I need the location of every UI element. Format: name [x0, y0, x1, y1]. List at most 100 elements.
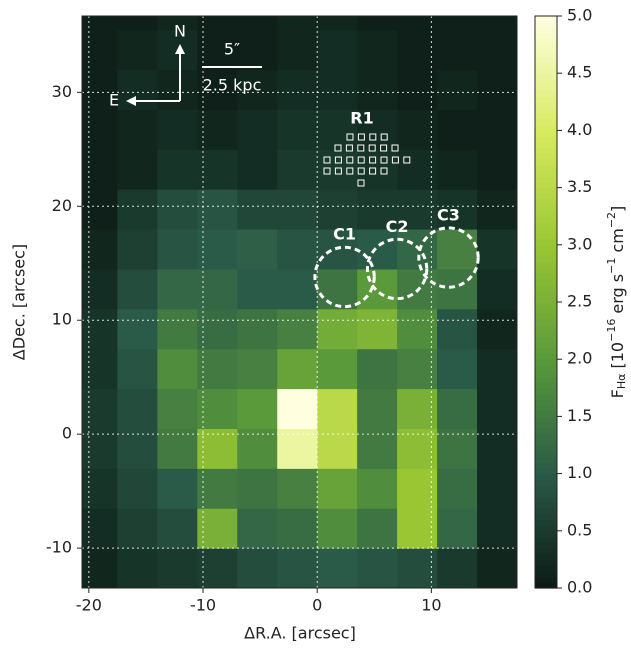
colorbar-step — [535, 21, 557, 29]
aperture — [357, 133, 365, 141]
cell — [197, 548, 238, 588]
colorbar-step — [535, 553, 557, 560]
aperture — [334, 156, 342, 164]
cell — [397, 548, 438, 588]
colorbar-step — [535, 496, 557, 503]
cell — [397, 508, 438, 549]
cell — [437, 548, 478, 588]
x-tick-label: 10 — [421, 596, 441, 615]
cell — [357, 348, 398, 390]
label-sup: −2 — [605, 212, 618, 228]
cell — [357, 69, 398, 110]
x-tick-label: 0 — [312, 596, 322, 615]
colorbar-step — [535, 576, 557, 583]
colorbar-step — [535, 279, 557, 286]
cell — [82, 468, 118, 509]
aperture — [323, 156, 331, 164]
cell — [277, 388, 318, 429]
cell — [397, 468, 438, 509]
cell — [117, 149, 158, 190]
cell — [82, 388, 118, 429]
colorbar-tick-label: 2.5 — [567, 292, 592, 311]
cell — [277, 508, 318, 549]
colorbar-step — [535, 284, 557, 292]
cell — [117, 308, 158, 350]
cell — [197, 508, 238, 549]
colorbar-step — [535, 16, 557, 23]
aperture — [357, 167, 365, 175]
compass — [126, 44, 262, 106]
cell — [197, 109, 238, 150]
colorbar-step — [535, 387, 557, 395]
colorbar-step — [535, 164, 557, 172]
cell — [397, 16, 438, 31]
cell — [157, 388, 198, 429]
colorbar-step — [535, 450, 557, 458]
colorbar-step — [535, 559, 557, 566]
cell — [477, 468, 517, 509]
cell — [157, 69, 198, 110]
colorbar-tick-label: 2.0 — [567, 349, 592, 368]
cell — [82, 109, 118, 150]
cell — [357, 308, 398, 350]
colorbar-step — [535, 113, 557, 120]
y-tick-label: 20 — [52, 196, 72, 215]
colorbar-step — [535, 33, 557, 40]
region-label: C1 — [333, 225, 356, 244]
cell — [477, 149, 517, 190]
colorbar-step — [535, 73, 557, 80]
colorbar-step — [535, 479, 557, 486]
cell — [477, 29, 517, 71]
cell — [437, 29, 478, 71]
cell — [277, 229, 318, 270]
cell — [197, 428, 238, 469]
colorbar-step — [535, 399, 557, 406]
label-sup: −16 — [605, 319, 618, 342]
cell — [237, 468, 278, 509]
scale-angle: 5″ — [224, 40, 240, 59]
colorbar-step — [535, 210, 557, 217]
aperture — [357, 156, 365, 164]
cell — [437, 508, 478, 549]
colorbar-step — [535, 90, 557, 97]
cell — [117, 229, 158, 270]
cell — [357, 388, 398, 429]
cell — [237, 69, 278, 110]
x-axis-label: ΔR.A. [arcsec] — [244, 624, 356, 643]
aperture — [369, 156, 377, 164]
cell — [82, 69, 118, 110]
colorbar-step — [535, 542, 557, 549]
cell — [197, 189, 238, 230]
colorbar-tick-label: 1.5 — [567, 406, 592, 425]
colorbar-step — [535, 319, 557, 326]
cell — [117, 16, 158, 31]
cell — [477, 388, 517, 429]
colorbar-step — [535, 462, 557, 469]
cell — [357, 508, 398, 549]
cell — [237, 16, 278, 31]
colorbar-step — [535, 570, 557, 578]
cell — [357, 29, 398, 71]
cell — [277, 189, 318, 230]
cell — [237, 29, 278, 71]
region-circle — [365, 237, 429, 301]
arrow-head — [126, 96, 136, 106]
colorbar-step — [535, 153, 557, 160]
aperture — [323, 167, 331, 175]
colorbar-step — [535, 370, 557, 377]
colorbar-label: FHα [10−16 erg s−1 cm−2] — [605, 206, 628, 399]
cell — [317, 548, 358, 588]
label-part: [10 — [608, 342, 627, 374]
cell — [237, 149, 278, 190]
cell — [117, 189, 158, 230]
cell — [397, 348, 438, 390]
cell — [237, 268, 278, 310]
cell — [82, 508, 118, 549]
colorbar-step — [535, 147, 557, 154]
cell — [82, 268, 118, 310]
colorbar-step — [535, 187, 557, 194]
colorbar-step — [535, 336, 557, 343]
cell — [82, 149, 118, 190]
east-label: E — [109, 91, 119, 110]
cell — [157, 109, 198, 150]
